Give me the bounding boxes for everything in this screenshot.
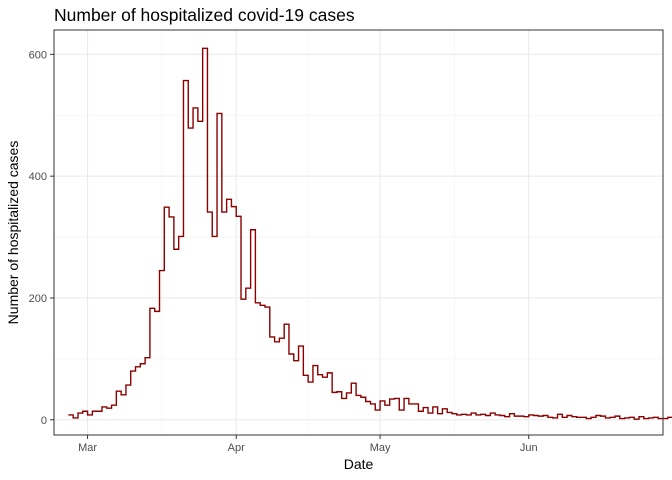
y-tick-label: 600 bbox=[29, 49, 47, 61]
y-axis: 0 200 400 600 bbox=[29, 49, 54, 427]
y-tick-label: 200 bbox=[29, 293, 47, 305]
major-grid bbox=[54, 30, 663, 435]
hospitalized-cases-line bbox=[68, 47, 672, 420]
minor-grid bbox=[54, 30, 663, 435]
chart-title: Number of hospitalized covid-19 cases bbox=[54, 5, 355, 25]
x-axis: Mar Apr May Jun bbox=[78, 435, 538, 454]
y-tick-label: 0 bbox=[41, 415, 47, 427]
x-tick-label: Jun bbox=[520, 442, 538, 454]
y-tick-label: 400 bbox=[29, 171, 47, 183]
x-tick-label: Apr bbox=[228, 442, 245, 454]
x-axis-title: Date bbox=[344, 456, 374, 472]
x-tick-label: May bbox=[370, 442, 391, 454]
plot-panel-background bbox=[54, 30, 663, 435]
x-tick-label: Mar bbox=[78, 442, 97, 454]
plot-panel-border bbox=[53, 29, 664, 436]
y-axis-title: Number of hospitalized cases bbox=[5, 141, 21, 325]
